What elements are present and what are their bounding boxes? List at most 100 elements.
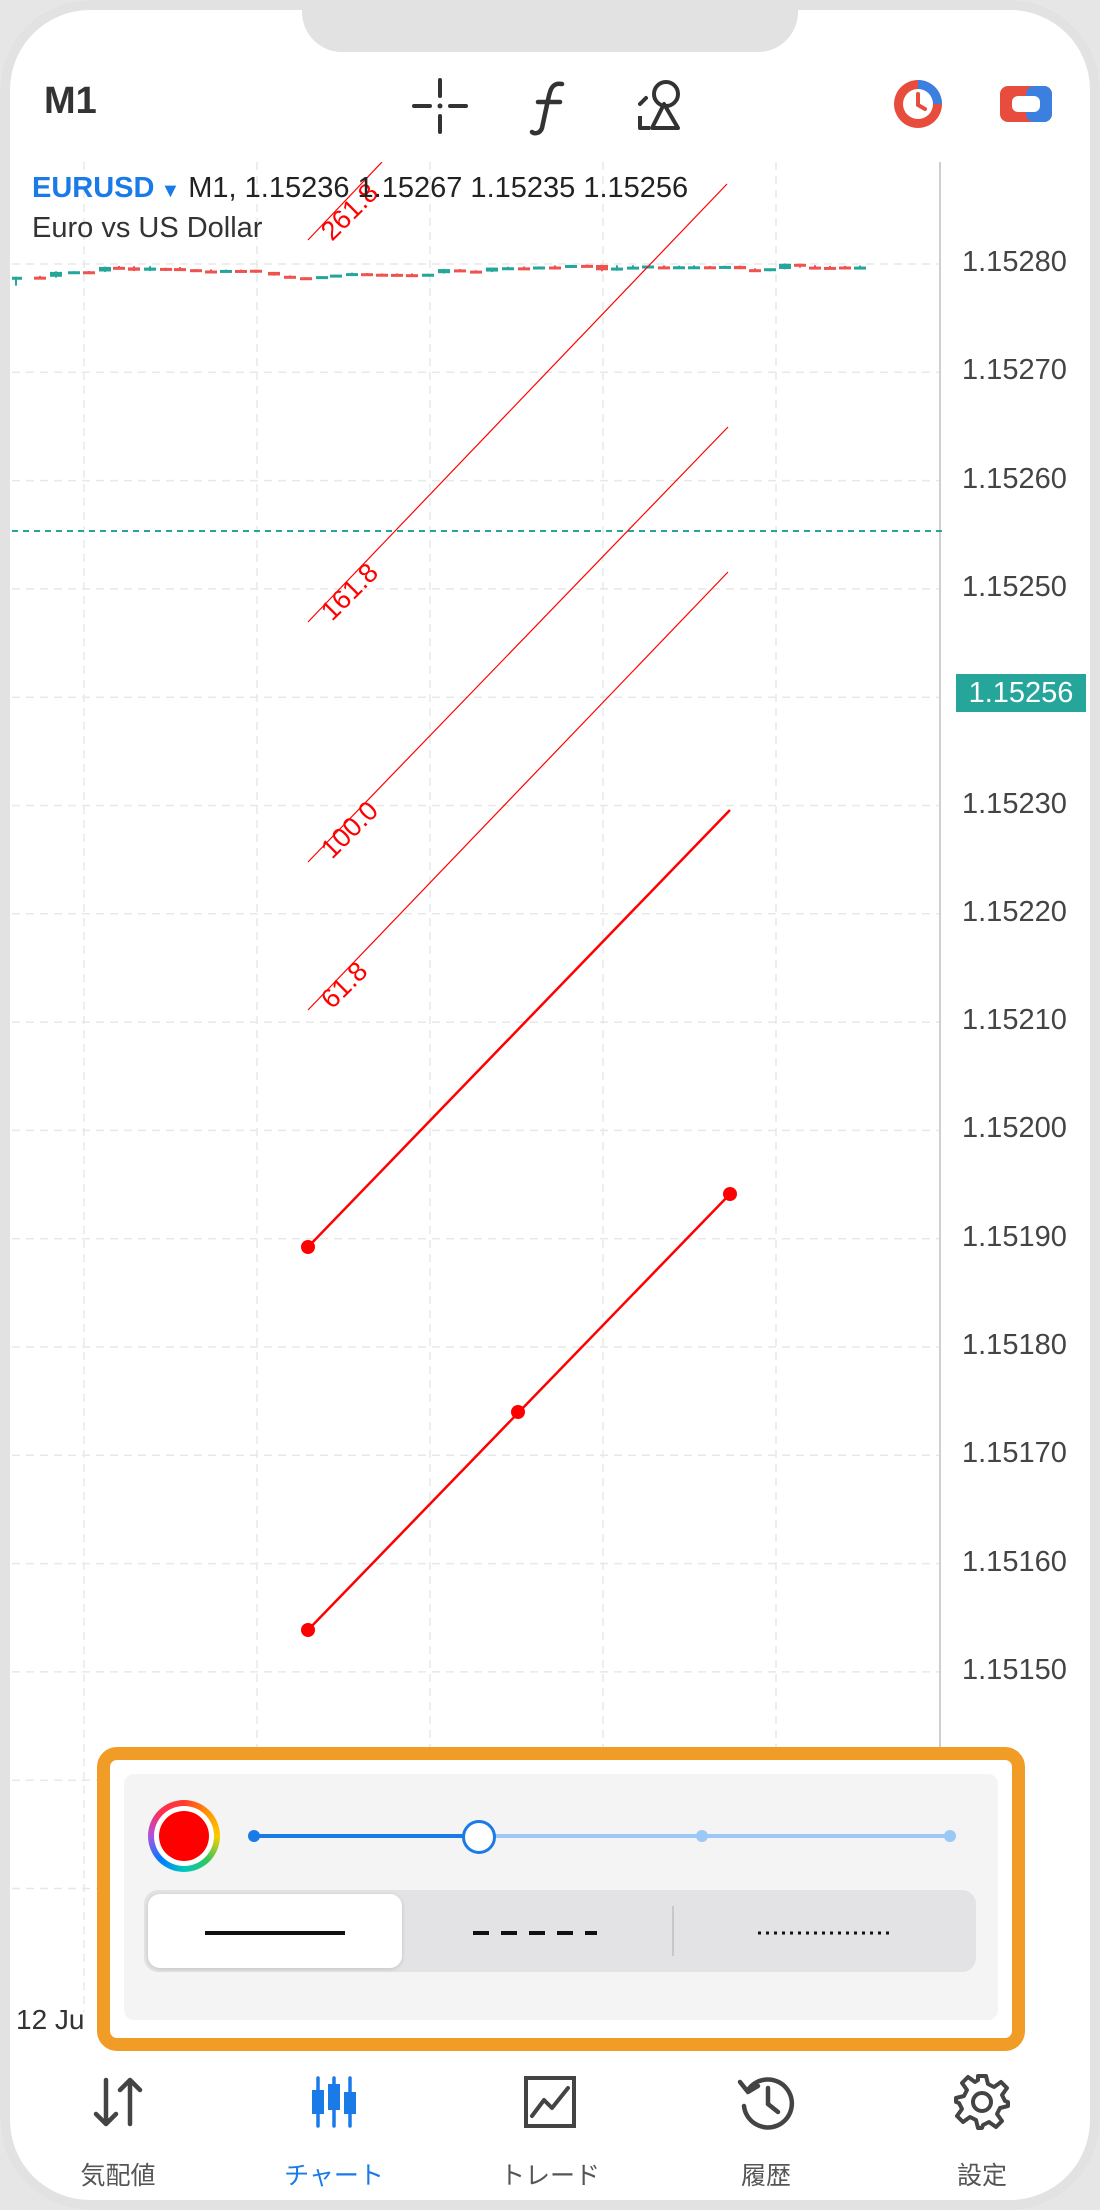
current-price-tag: 1.15256 bbox=[956, 674, 1086, 712]
candle-body bbox=[658, 266, 670, 270]
price-axis-label: 1.15260 bbox=[962, 462, 1067, 495]
candle-body bbox=[99, 266, 111, 272]
fibo-anchor-point bbox=[301, 1240, 315, 1254]
candle-body bbox=[673, 266, 685, 270]
device-notch bbox=[302, 0, 798, 52]
price-axis-label: 1.15210 bbox=[962, 1004, 1067, 1037]
tab-label-settings: 設定 bbox=[956, 2162, 1007, 2190]
clock-icon[interactable] bbox=[890, 76, 946, 132]
candle-body bbox=[839, 266, 851, 270]
tab-label-quotes: 気配値 bbox=[80, 2162, 156, 2190]
candle-body bbox=[704, 266, 716, 270]
candle-body bbox=[160, 267, 172, 271]
tab-history[interactable]: 履歴 bbox=[676, 2060, 856, 2190]
objects-icon[interactable] bbox=[630, 76, 690, 136]
dashed-line-icon bbox=[473, 1931, 597, 1935]
tab-quotes[interactable]: 気配値 bbox=[28, 2060, 208, 2190]
candle-body bbox=[596, 264, 608, 271]
candle-body bbox=[250, 269, 262, 273]
candle-body bbox=[235, 269, 247, 273]
symbol-caret-icon[interactable]: ▼ bbox=[160, 180, 181, 202]
fibo-anchor-point bbox=[511, 1405, 525, 1419]
candle-body bbox=[113, 266, 125, 270]
candle-body bbox=[174, 268, 186, 272]
candle-body bbox=[300, 277, 312, 281]
candle-body bbox=[128, 267, 140, 271]
candle-body bbox=[83, 271, 95, 275]
candle-body bbox=[486, 267, 498, 272]
line-style-selector bbox=[144, 1890, 976, 1972]
slider-step-1[interactable] bbox=[248, 1830, 260, 1842]
solid-line-icon bbox=[205, 1931, 345, 1935]
fibo-level-line bbox=[307, 426, 729, 863]
candle-body bbox=[454, 269, 466, 273]
fibo-level-line bbox=[307, 571, 729, 1011]
candle-body bbox=[611, 267, 623, 271]
trade-toggle-icon[interactable] bbox=[998, 76, 1054, 132]
candle-body bbox=[406, 274, 418, 278]
segment-divider bbox=[672, 1906, 674, 1956]
candle-body bbox=[68, 271, 80, 275]
tab-settings[interactable]: 設定 bbox=[892, 2060, 1072, 2190]
price-axis-label: 1.15250 bbox=[962, 570, 1067, 603]
slider-track-rest bbox=[478, 1834, 954, 1838]
price-axis-label: 1.15190 bbox=[962, 1220, 1067, 1253]
tab-label-chart: チャート bbox=[284, 2162, 384, 2190]
tab-label-trade: トレード bbox=[499, 2162, 600, 2190]
selected-color-swatch bbox=[154, 1806, 214, 1866]
fibo-level-line bbox=[307, 162, 383, 241]
candle-body bbox=[533, 266, 545, 270]
color-picker-button[interactable] bbox=[148, 1800, 220, 1872]
dotted-line-option[interactable] bbox=[680, 1894, 972, 1968]
price-axis-label: 1.15280 bbox=[962, 246, 1067, 278]
tab-chart[interactable]: チャート bbox=[244, 2060, 424, 2190]
candle-body bbox=[268, 271, 280, 276]
candle-body bbox=[627, 266, 639, 270]
slider-step-4[interactable] bbox=[944, 1830, 956, 1842]
timeframe-button[interactable]: M1 bbox=[44, 80, 97, 122]
candle-body bbox=[144, 267, 156, 271]
price-axis-label: 1.15170 bbox=[962, 1437, 1067, 1470]
price-axis-label: 1.15270 bbox=[962, 354, 1067, 387]
candle-body bbox=[50, 271, 62, 277]
symbol-name[interactable]: EURUSD bbox=[32, 172, 155, 204]
price-axis-label: 1.15200 bbox=[962, 1112, 1067, 1145]
slider-step-3[interactable] bbox=[696, 1830, 708, 1842]
slider-thumb[interactable] bbox=[462, 1820, 496, 1854]
line-width-slider[interactable] bbox=[244, 1816, 966, 1856]
candle-body bbox=[205, 270, 217, 274]
candle-body bbox=[824, 266, 836, 270]
candle-body bbox=[734, 265, 746, 270]
indicators-icon[interactable] bbox=[522, 76, 578, 136]
candle-body bbox=[284, 275, 296, 279]
fibo-anchor-point bbox=[723, 1187, 737, 1201]
date-axis-label: 12 Ju bbox=[16, 2004, 85, 2035]
fibo-level-line bbox=[307, 183, 728, 623]
crosshair-icon[interactable] bbox=[410, 76, 470, 136]
candle-body bbox=[565, 264, 577, 268]
solid-line-option[interactable] bbox=[148, 1894, 402, 1968]
candle-body bbox=[581, 264, 593, 268]
price-axis-label: 1.15230 bbox=[962, 787, 1067, 820]
line-style-panel bbox=[124, 1774, 998, 2020]
candle-body bbox=[764, 268, 776, 272]
tab-label-history: 履歴 bbox=[740, 2162, 791, 2190]
tab-trade[interactable]: トレード bbox=[460, 2060, 640, 2190]
chart-toolbar: M1 bbox=[0, 60, 1100, 150]
dashed-line-option[interactable] bbox=[408, 1894, 662, 1968]
candle-body bbox=[719, 265, 731, 269]
candle-body bbox=[190, 269, 202, 273]
line-style-panel-highlight bbox=[97, 1747, 1025, 2051]
bottom-tab-bar: 気配値 チャート トレード bbox=[0, 2050, 1100, 2210]
candle-body bbox=[502, 267, 514, 271]
trade-icon bbox=[524, 2076, 576, 2128]
price-chart[interactable]: 261.8 161.8 100.0 61.8 EURUSD ▼ M1, 1.15236 1… bbox=[12, 162, 1086, 2012]
quotes-icon bbox=[93, 2077, 143, 2127]
candle-body bbox=[346, 273, 358, 277]
candle-body bbox=[316, 276, 328, 280]
price-axis-label: 1.15220 bbox=[962, 895, 1067, 928]
fibo-anchor-point bbox=[301, 1623, 315, 1637]
candle-body bbox=[794, 263, 806, 267]
